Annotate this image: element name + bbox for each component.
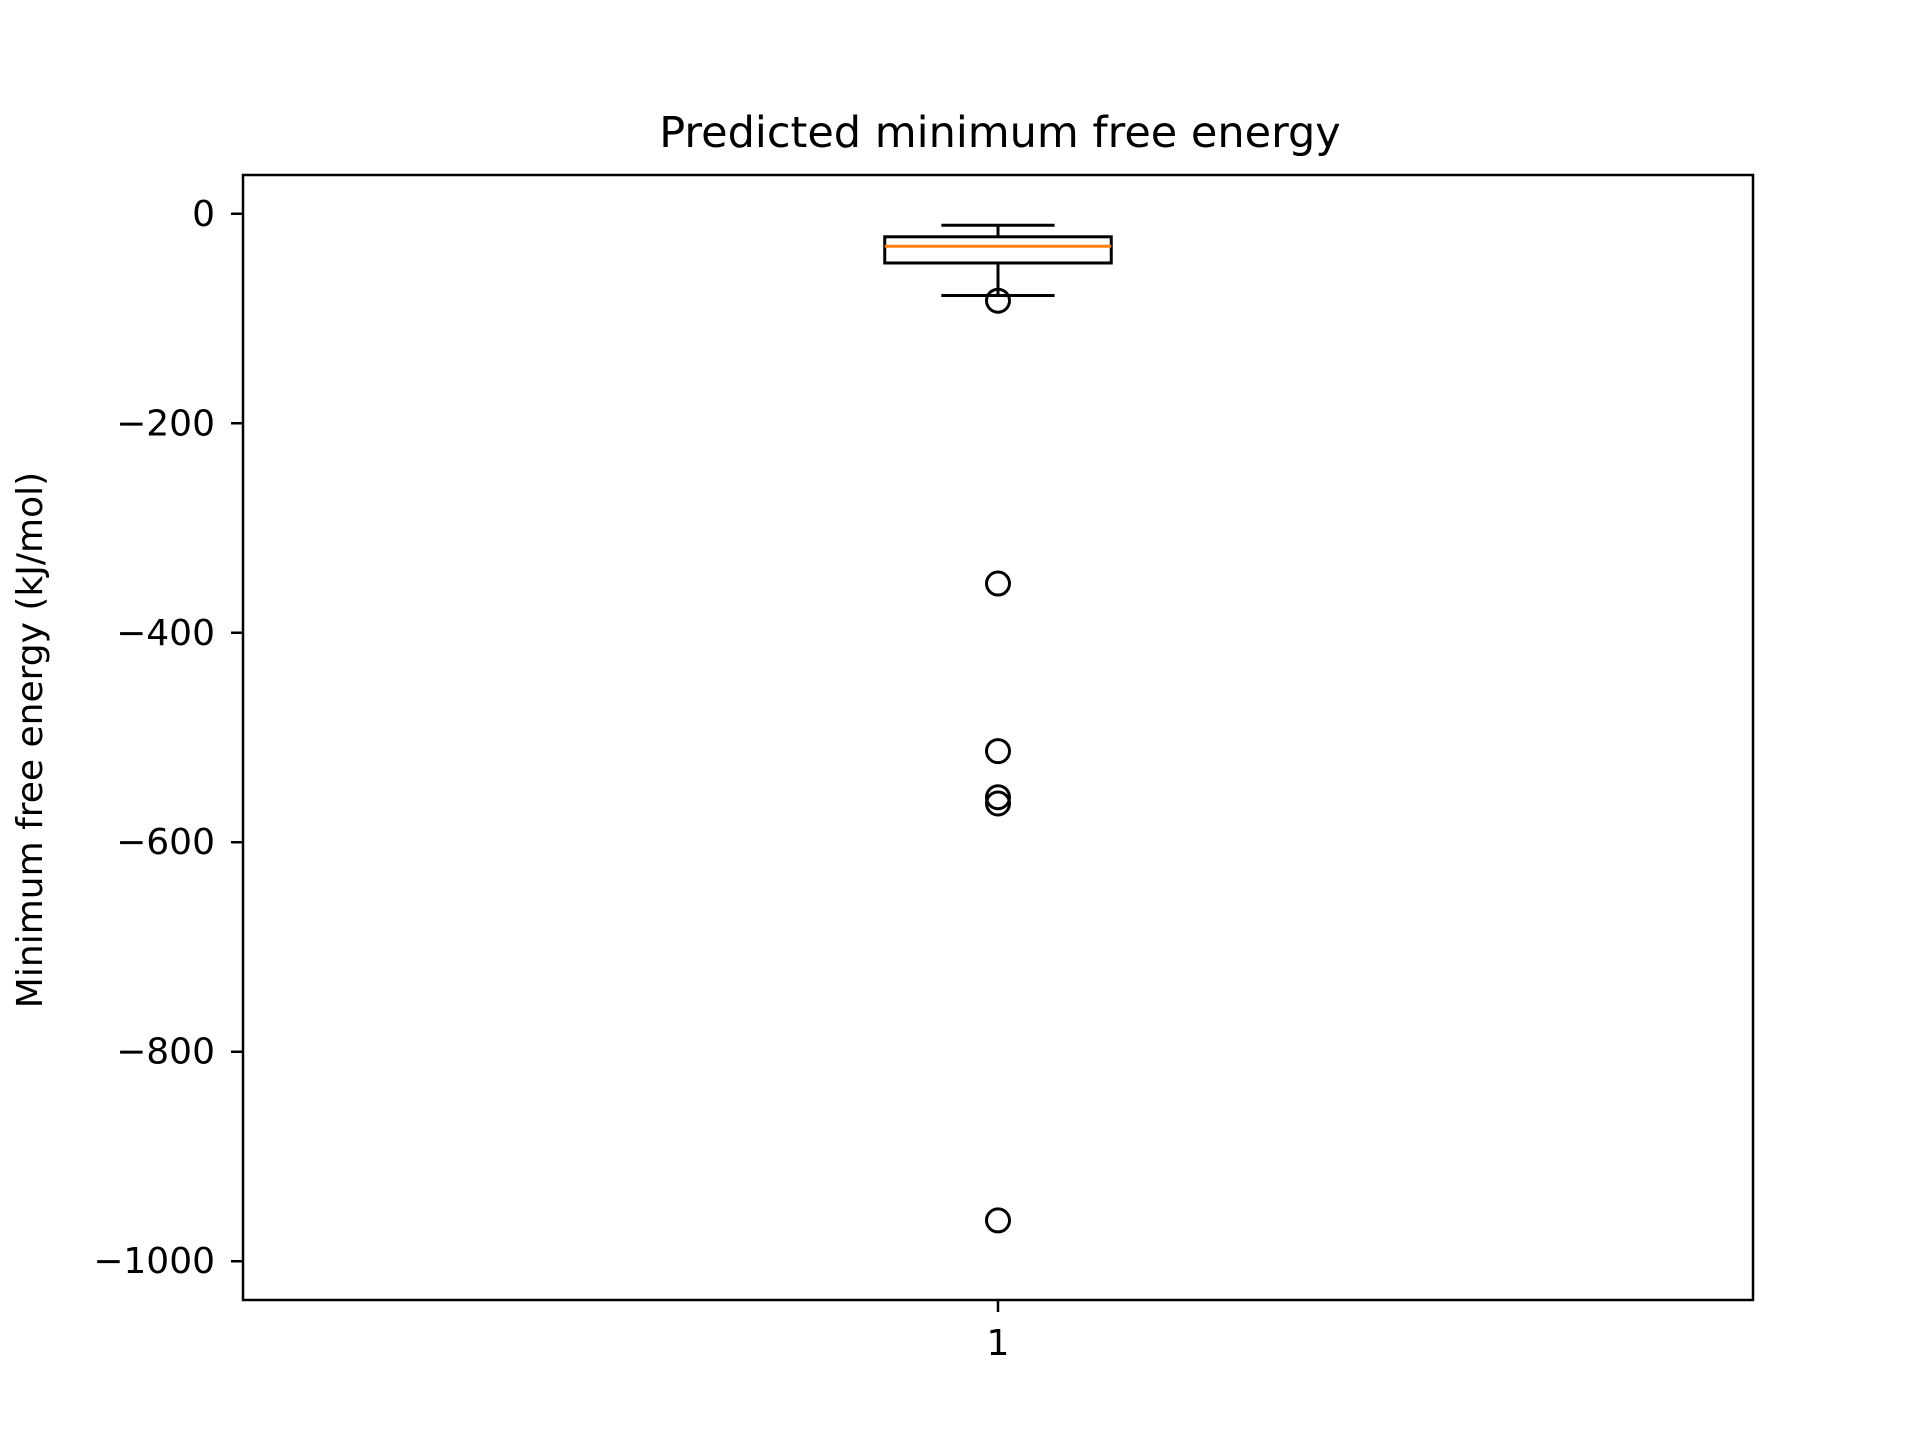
outlier-point (985, 738, 1011, 765)
outlier-point (985, 790, 1011, 817)
y-axis: 0 −200 −400 −600 −800 −1000 (93, 194, 243, 1282)
chart-title: Predicted minimum free energy (659, 108, 1341, 158)
y-tick-label: −600 (116, 822, 215, 863)
x-axis: 1 (987, 1300, 1010, 1364)
y-tick-label: −400 (116, 613, 215, 654)
outlier-point (985, 784, 1011, 811)
outlier-point (985, 570, 1011, 597)
y-tick-label: −800 (116, 1032, 215, 1073)
box-plot (883, 223, 1113, 1234)
y-tick-label: −200 (116, 403, 215, 444)
x-tick-label: 1 (987, 1323, 1010, 1364)
interquartile-box (883, 235, 1113, 265)
y-axis-label: Minimum free energy (kJ/mol) (10, 472, 51, 1008)
y-tick-label: 0 (192, 194, 215, 235)
y-tick-label: −1000 (93, 1241, 215, 1282)
outlier-point (985, 1207, 1011, 1234)
plot-frame (241, 173, 1755, 1302)
outlier-point (985, 287, 1011, 314)
